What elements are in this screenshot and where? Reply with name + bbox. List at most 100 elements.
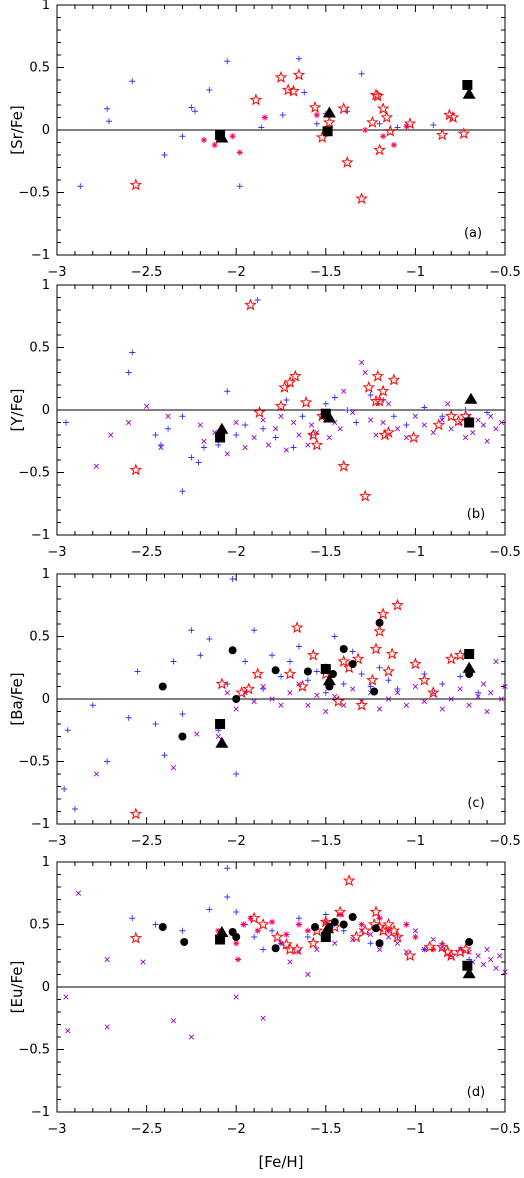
tick-group: −3 −2.5 −2 −1.5 −1 −0.5 −1 −0.5 0 0.5 1	[18, 567, 520, 849]
plus-marker	[367, 940, 374, 947]
x-tick-label: −2	[227, 265, 246, 280]
plus-marker	[62, 419, 69, 426]
y-tick-label: −0.5	[18, 755, 50, 770]
y-tick-label: −0.5	[18, 186, 50, 201]
panel-b: (b) [Y/Fe] −3 −2.5 −2 −1.5 −1 −0.5 −1 −0.5 0 0.5 1	[8, 278, 521, 560]
star-marker	[457, 127, 471, 140]
cross-marker	[502, 683, 508, 690]
cross-marker	[376, 706, 383, 712]
star-marker	[366, 673, 379, 686]
cross-marker	[140, 959, 146, 965]
star-marker	[253, 405, 266, 418]
star-marker	[376, 384, 390, 397]
star-marker	[382, 664, 395, 677]
plus-marker	[215, 442, 222, 448]
plus-marker	[290, 444, 297, 451]
star-marker	[362, 380, 376, 393]
x-tick-label: −2.5	[131, 545, 163, 560]
cross-marker	[305, 971, 311, 978]
data-marks	[62, 297, 505, 502]
star-marker	[376, 102, 390, 115]
cross-marker	[242, 444, 248, 451]
cross-marker	[278, 413, 284, 419]
triangle-marker	[322, 411, 336, 423]
plus-marker	[272, 434, 279, 441]
circle-marker	[465, 938, 474, 946]
star-marker	[376, 607, 390, 620]
cross-marker	[273, 426, 279, 432]
plus-marker	[251, 627, 258, 634]
star-marker	[403, 949, 417, 962]
x-tick-label: −3	[47, 834, 66, 849]
x-tick-label: −1	[406, 545, 425, 560]
plus-marker	[283, 397, 290, 403]
star-marker	[308, 100, 322, 113]
star-marker	[287, 84, 300, 97]
plus-marker	[200, 444, 207, 451]
star-marker	[342, 874, 356, 887]
star-marker	[349, 930, 363, 943]
plus-marker	[188, 454, 195, 461]
cross-marker	[373, 432, 379, 438]
plus-marker	[376, 120, 383, 127]
plus-marker	[340, 927, 347, 934]
circle-marker	[348, 913, 357, 921]
y-axis-label: [Ba/Fe]	[8, 672, 26, 725]
plus-marker	[206, 636, 213, 642]
cross-marker	[385, 401, 392, 407]
star-marker	[235, 686, 248, 699]
square-marker	[322, 126, 333, 137]
panel-label: (b)	[467, 507, 485, 522]
plus-marker	[125, 369, 132, 376]
star-marker	[290, 942, 304, 955]
triangle-marker	[462, 661, 476, 673]
star-marker	[306, 648, 320, 661]
star-marker	[423, 940, 437, 953]
star-marker	[323, 115, 336, 128]
cross-marker	[75, 890, 82, 896]
plus-marker	[258, 124, 265, 131]
cross-marker	[197, 422, 203, 428]
cross-marker	[421, 698, 427, 705]
cross-marker	[493, 426, 499, 432]
plus-marker	[77, 183, 84, 190]
cross-marker	[484, 438, 490, 444]
x-tick-label: −3	[47, 265, 66, 280]
plus-marker	[353, 419, 360, 426]
plus-marker	[61, 786, 68, 792]
cross-marker	[233, 419, 239, 426]
cross-marker	[480, 422, 487, 428]
y-tick-label: −1	[31, 528, 50, 543]
circle-marker	[330, 918, 339, 926]
star-marker	[382, 917, 395, 930]
cross-marker	[108, 432, 114, 438]
plus-marker	[394, 124, 401, 131]
star-marker	[215, 677, 229, 690]
star-marker	[446, 110, 460, 123]
plus-marker	[286, 658, 293, 665]
plus-marker	[331, 394, 338, 401]
cross-marker	[497, 953, 503, 959]
cross-marker	[484, 946, 490, 953]
star-marker	[249, 93, 263, 106]
y-tick-label: 0.5	[29, 341, 50, 356]
plus-marker	[129, 78, 136, 85]
plus-marker	[179, 488, 186, 495]
panel-d: (d) [Eu/Fe] [Fe/H] −3 −2.5 −2 −1.5 −1 −0.5−1−…	[8, 855, 521, 1171]
cross-marker	[480, 961, 487, 968]
star-marker	[369, 905, 383, 918]
cross-marker	[126, 419, 132, 426]
star-marker	[274, 399, 288, 412]
x-tick-label: −0.5	[489, 265, 521, 280]
star-marker	[391, 598, 404, 611]
panel-c: (c) [Ba/Fe] −3 −2.5 −2 −1.5 −1 −0.5 −1 −0.5 0 0.5…	[8, 567, 521, 849]
circle-marker	[303, 667, 312, 676]
star-marker	[319, 915, 333, 928]
triangle-marker	[321, 922, 335, 934]
circle-marker	[375, 939, 384, 948]
cross-marker	[421, 422, 427, 428]
cross-marker	[488, 690, 494, 696]
star-marker	[355, 698, 368, 711]
asterisk-marker	[403, 123, 410, 130]
plus-marker	[152, 432, 159, 438]
